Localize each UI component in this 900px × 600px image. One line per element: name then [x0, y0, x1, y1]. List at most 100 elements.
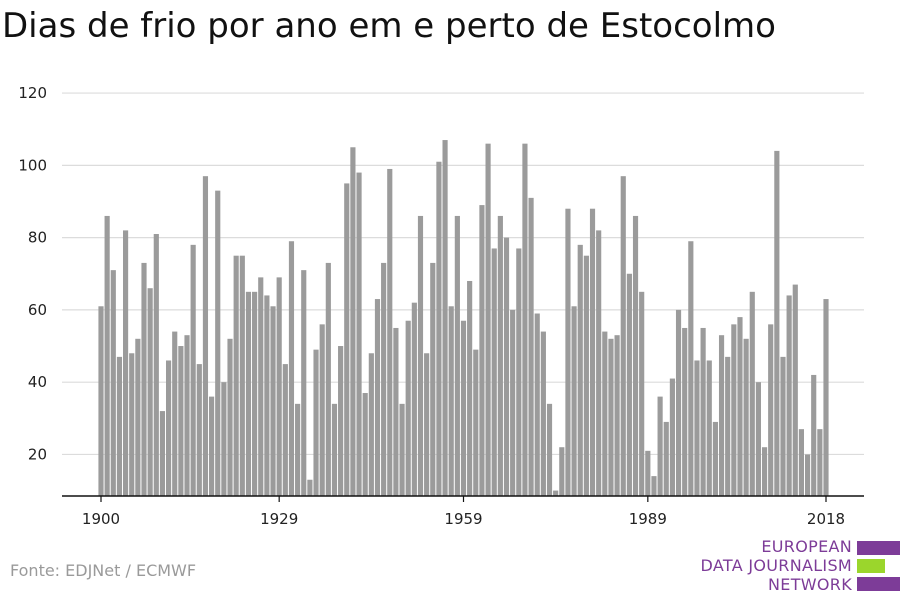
bar	[522, 143, 528, 496]
bar	[817, 429, 823, 496]
bar	[651, 476, 657, 496]
bar	[811, 374, 817, 496]
bar	[657, 396, 663, 496]
bar	[553, 490, 559, 496]
bar	[190, 244, 196, 496]
bar	[393, 327, 399, 496]
bar	[632, 215, 639, 496]
bar	[725, 356, 731, 496]
x-tick-label: 2018	[807, 510, 845, 528]
bar	[196, 364, 202, 496]
bar	[534, 313, 540, 496]
bar	[761, 447, 768, 496]
bar	[110, 270, 116, 496]
bar	[98, 306, 104, 496]
x-axis: 1900 1929 1959 1989 2018	[62, 495, 864, 528]
bar	[184, 335, 190, 496]
bar	[331, 403, 338, 496]
bar	[516, 248, 522, 496]
bar	[387, 168, 393, 496]
bar	[374, 299, 381, 496]
bar	[467, 280, 473, 496]
x-tick-label: 1929	[260, 510, 298, 528]
bar	[202, 176, 209, 496]
source-note: Fonte: EDJNet / ECMWF	[10, 561, 197, 580]
bar	[620, 176, 626, 496]
y-axis-ticks: 20 40 60 80 100 120	[18, 84, 47, 463]
bar	[135, 338, 141, 496]
bar	[712, 421, 718, 496]
bar	[559, 447, 565, 496]
bar	[123, 230, 129, 496]
bar	[221, 382, 227, 496]
bar	[510, 309, 516, 496]
logo-bar-top	[857, 541, 900, 555]
bar	[399, 403, 405, 496]
bar	[448, 306, 454, 496]
bar	[116, 356, 123, 496]
bar	[301, 270, 307, 496]
x-tick-label: 1900	[82, 510, 120, 528]
bar	[675, 309, 682, 496]
bar	[209, 396, 215, 496]
y-tick-label: 100	[18, 156, 47, 174]
bar	[602, 331, 608, 496]
bar	[706, 360, 712, 496]
bar	[792, 284, 798, 496]
bar	[798, 429, 804, 496]
bar	[258, 277, 264, 496]
bar	[104, 215, 110, 496]
bar	[596, 230, 602, 496]
bar	[614, 335, 620, 496]
bar	[338, 346, 344, 496]
bar	[288, 241, 295, 496]
bar	[368, 353, 374, 496]
bar	[233, 255, 239, 496]
bar	[731, 324, 737, 496]
bar	[153, 234, 159, 496]
bar	[485, 143, 491, 496]
bar	[546, 403, 553, 496]
bar	[307, 479, 313, 496]
bar	[639, 291, 645, 496]
logo-line-1: EUROPEAN	[761, 537, 852, 556]
bar	[430, 262, 436, 496]
bar	[786, 295, 792, 496]
bar	[264, 295, 270, 496]
x-tick-label: 1989	[629, 510, 667, 528]
bar	[344, 183, 350, 496]
bar	[589, 208, 596, 496]
bar	[737, 317, 743, 496]
y-tick-label: 60	[28, 301, 47, 319]
bar	[626, 273, 632, 496]
logo-bar-bottom	[857, 577, 900, 591]
y-tick-label: 40	[28, 373, 47, 391]
bar	[313, 349, 319, 496]
bar	[571, 306, 577, 496]
bar	[356, 172, 362, 496]
y-tick-label: 20	[28, 445, 47, 463]
bar	[460, 320, 467, 496]
y-tick-label: 120	[18, 84, 47, 102]
bar	[417, 215, 424, 496]
bar	[540, 331, 546, 496]
bar	[718, 335, 725, 496]
bar	[700, 327, 706, 496]
bar	[755, 382, 761, 496]
bar	[663, 421, 669, 496]
bar	[645, 450, 651, 496]
bar	[325, 262, 331, 496]
bar	[159, 411, 166, 496]
bar	[694, 360, 700, 496]
bar	[749, 291, 755, 496]
bar	[178, 346, 184, 496]
bar	[362, 393, 368, 496]
bar	[215, 190, 221, 496]
bar	[583, 255, 589, 496]
bar	[252, 291, 258, 496]
bar	[503, 237, 510, 496]
logo-line-3: NETWORK	[768, 575, 852, 594]
bar	[239, 255, 245, 496]
bar	[270, 306, 276, 496]
bar	[491, 248, 497, 496]
